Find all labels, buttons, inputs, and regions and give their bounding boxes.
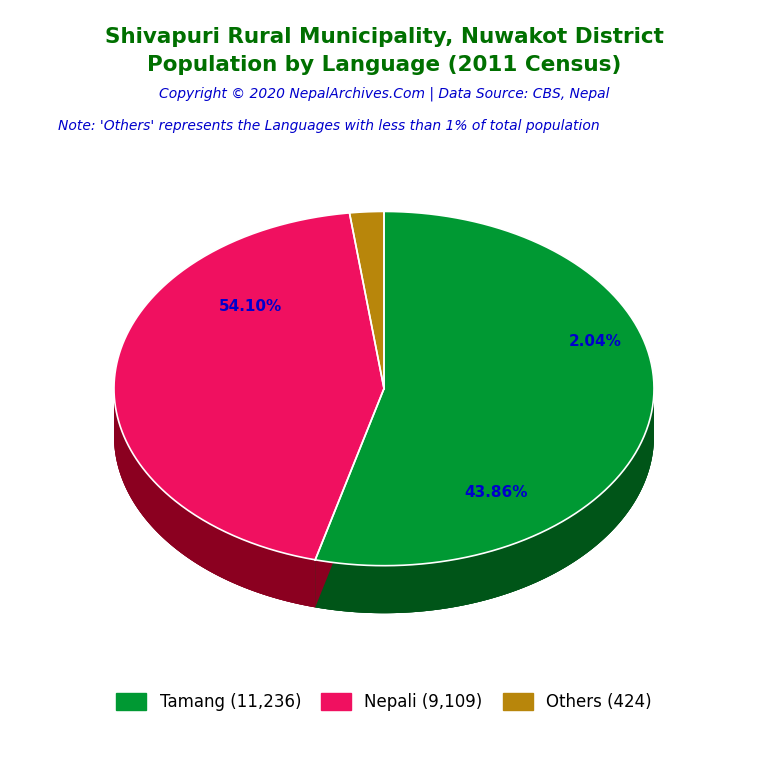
- Polygon shape: [114, 436, 384, 607]
- Text: 43.86%: 43.86%: [465, 485, 528, 500]
- Polygon shape: [315, 211, 654, 566]
- Polygon shape: [349, 211, 384, 389]
- Polygon shape: [315, 389, 384, 607]
- Text: 2.04%: 2.04%: [569, 333, 622, 349]
- Text: Copyright © 2020 NepalArchives.Com | Data Source: CBS, Nepal: Copyright © 2020 NepalArchives.Com | Dat…: [159, 86, 609, 101]
- Polygon shape: [349, 211, 384, 389]
- Polygon shape: [315, 389, 384, 607]
- Text: Population by Language (2011 Census): Population by Language (2011 Census): [147, 55, 621, 75]
- Polygon shape: [114, 213, 349, 436]
- Polygon shape: [114, 213, 384, 560]
- Polygon shape: [315, 389, 384, 607]
- Polygon shape: [114, 213, 384, 560]
- Text: Note: 'Others' represents the Languages with less than 1% of total population: Note: 'Others' represents the Languages …: [58, 119, 599, 133]
- Polygon shape: [315, 211, 654, 566]
- Text: 54.10%: 54.10%: [218, 299, 282, 314]
- Polygon shape: [315, 389, 654, 613]
- Polygon shape: [114, 389, 315, 607]
- Text: Shivapuri Rural Municipality, Nuwakot District: Shivapuri Rural Municipality, Nuwakot Di…: [104, 27, 664, 47]
- Polygon shape: [315, 436, 654, 613]
- Polygon shape: [315, 389, 654, 613]
- Polygon shape: [384, 211, 654, 436]
- Polygon shape: [114, 389, 315, 607]
- Legend: Tamang (11,236), Nepali (9,109), Others (424): Tamang (11,236), Nepali (9,109), Others …: [110, 686, 658, 717]
- Polygon shape: [349, 211, 384, 260]
- Polygon shape: [315, 389, 384, 607]
